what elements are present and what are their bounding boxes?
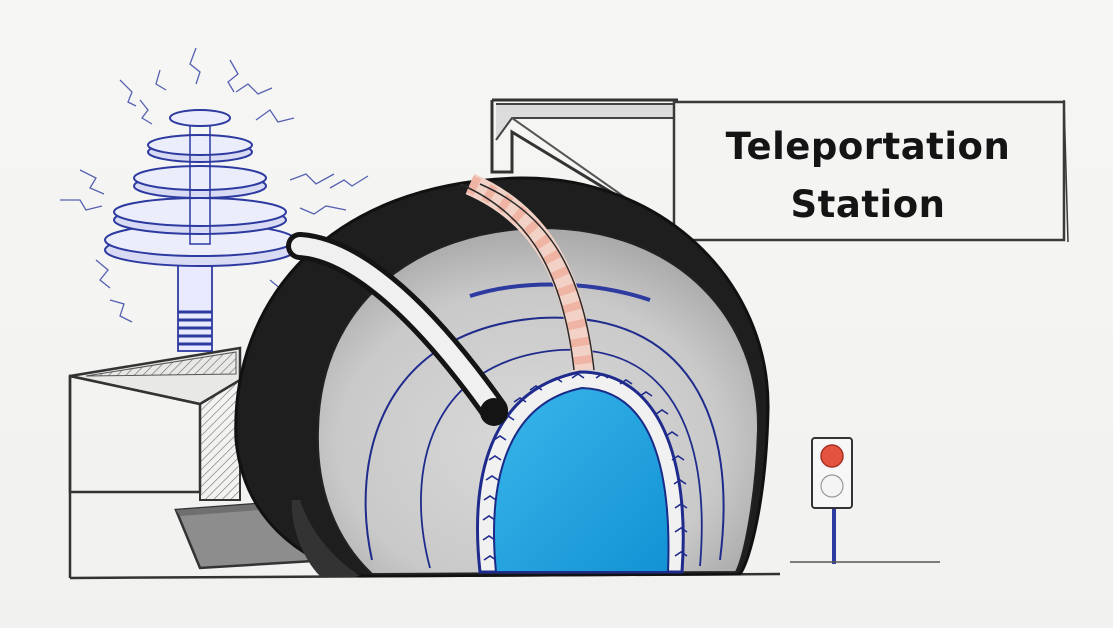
sign-panel	[672, 100, 1066, 242]
sign-title-line-1: Teleportation	[725, 125, 1011, 168]
sign-title-line-2: Station	[790, 183, 946, 226]
base-block	[68, 346, 781, 580]
portal-ring-icon	[234, 173, 770, 578]
traffic-light-icon	[790, 437, 940, 564]
sign-title: Teleportation Station	[676, 118, 1060, 234]
tesla-coil-icon	[60, 47, 369, 352]
